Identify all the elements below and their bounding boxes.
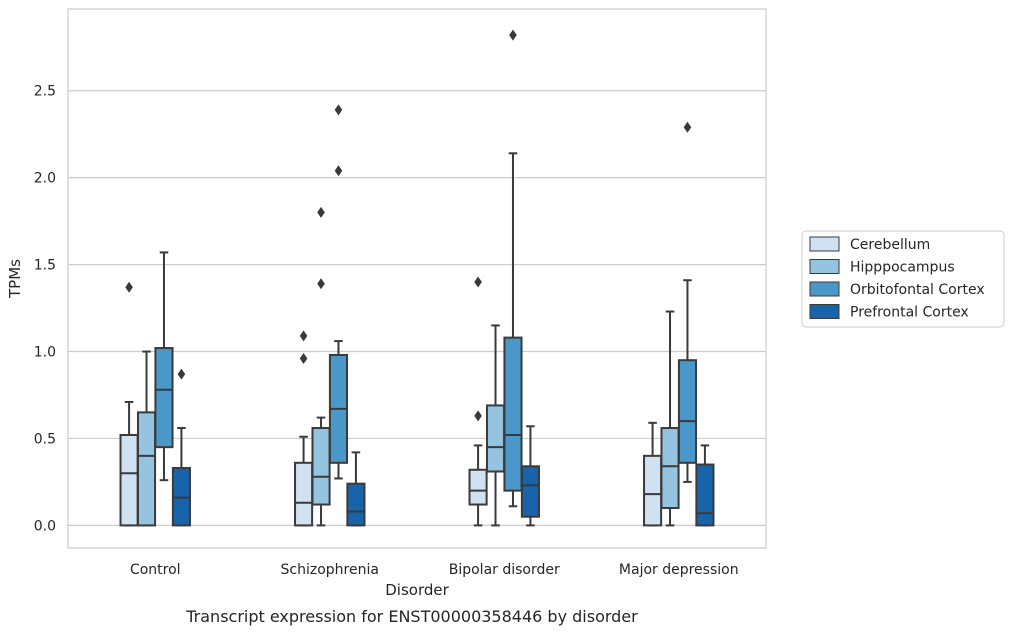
box — [136, 350, 157, 527]
x-tick-label: Major depression — [619, 562, 739, 578]
box — [677, 121, 698, 483]
x-tick-label: Schizophrenia — [281, 562, 379, 578]
x-tick-label: Control — [130, 562, 181, 578]
box-iqr — [294, 461, 314, 527]
y-axis-label: TPMs — [6, 259, 24, 299]
box — [485, 324, 506, 527]
box — [154, 251, 174, 482]
y-tick-label: 2.5 — [34, 84, 56, 100]
legend-label: Hipppocampus — [850, 260, 955, 276]
y-tick-label: 1.0 — [34, 345, 56, 361]
legend-item: Orbitofontal Cortex — [809, 281, 985, 298]
box-iqr — [346, 482, 366, 527]
box-iqr — [311, 427, 331, 506]
legend-item: Hipppocampus — [809, 259, 955, 276]
box-iqr — [119, 433, 139, 527]
outlier-point — [299, 352, 308, 364]
box — [346, 451, 366, 527]
box — [311, 206, 331, 527]
box — [468, 276, 488, 527]
legend-label: Cerebellum — [850, 237, 930, 253]
box — [294, 330, 314, 527]
box — [660, 310, 680, 527]
series-orbitofontal-cortex — [154, 29, 698, 508]
box-iqr — [643, 454, 663, 527]
series-prefrontal-cortex — [171, 368, 715, 527]
outlier-point — [474, 276, 482, 288]
chart-caption: Transcript expression for ENST0000035844… — [185, 607, 638, 626]
outlier-point — [334, 104, 343, 116]
legend-item: Cerebellum — [809, 236, 930, 253]
outlier-point — [317, 206, 325, 218]
legend-swatch — [809, 259, 840, 274]
outlier-point — [509, 29, 517, 41]
box-iqr — [695, 463, 715, 527]
legend-label: Orbitofontal Cortex — [850, 282, 985, 298]
series-hipppocampus — [136, 206, 680, 527]
x-axis-ticks: Control Schizophrenia Bipolar disorder Majo… — [130, 562, 739, 578]
series-cerebellum — [119, 276, 663, 527]
x-tick-label: Bipolar disorder — [449, 562, 560, 578]
box — [695, 444, 715, 527]
y-tick-label: 1.5 — [34, 258, 56, 274]
box-iqr — [660, 427, 680, 510]
box-iqr — [154, 347, 174, 449]
outlier-point — [683, 121, 692, 133]
x-axis-label: Disorder — [385, 581, 449, 599]
legend-swatch — [809, 236, 840, 252]
plot-area — [119, 29, 715, 527]
outlier-point — [474, 410, 482, 422]
y-tick-label: 2.0 — [34, 171, 56, 187]
box — [328, 104, 349, 480]
box — [171, 368, 191, 527]
outlier-point — [299, 330, 308, 342]
outlier-point — [334, 165, 343, 177]
box-iqr — [520, 465, 540, 518]
box-iqr — [677, 359, 698, 464]
legend-swatch — [809, 304, 840, 319]
box — [520, 425, 540, 527]
outlier-point — [177, 368, 186, 380]
box-iqr — [503, 336, 523, 492]
box-iqr — [485, 404, 506, 473]
box — [503, 29, 523, 508]
legend-item: Prefrontal Cortex — [809, 304, 969, 321]
y-tick-label: 0.0 — [34, 518, 56, 534]
legend-label: Prefrontal Cortex — [850, 305, 969, 321]
outlier-point — [317, 278, 325, 290]
legend-swatch — [809, 281, 840, 297]
legend: Cerebellum Hipppocampus Orbitofontal Corte… — [801, 230, 1005, 328]
y-axis-ticks: 0.0 0.5 1.0 1.5 2.0 2.5 — [34, 84, 56, 535]
box — [119, 281, 139, 527]
y-tick-label: 0.5 — [34, 431, 56, 447]
legend-frame — [801, 230, 1005, 328]
plot-frame — [67, 8, 767, 549]
box-iqr — [136, 411, 157, 527]
box-iqr — [468, 468, 488, 506]
outlier-point — [125, 281, 133, 293]
